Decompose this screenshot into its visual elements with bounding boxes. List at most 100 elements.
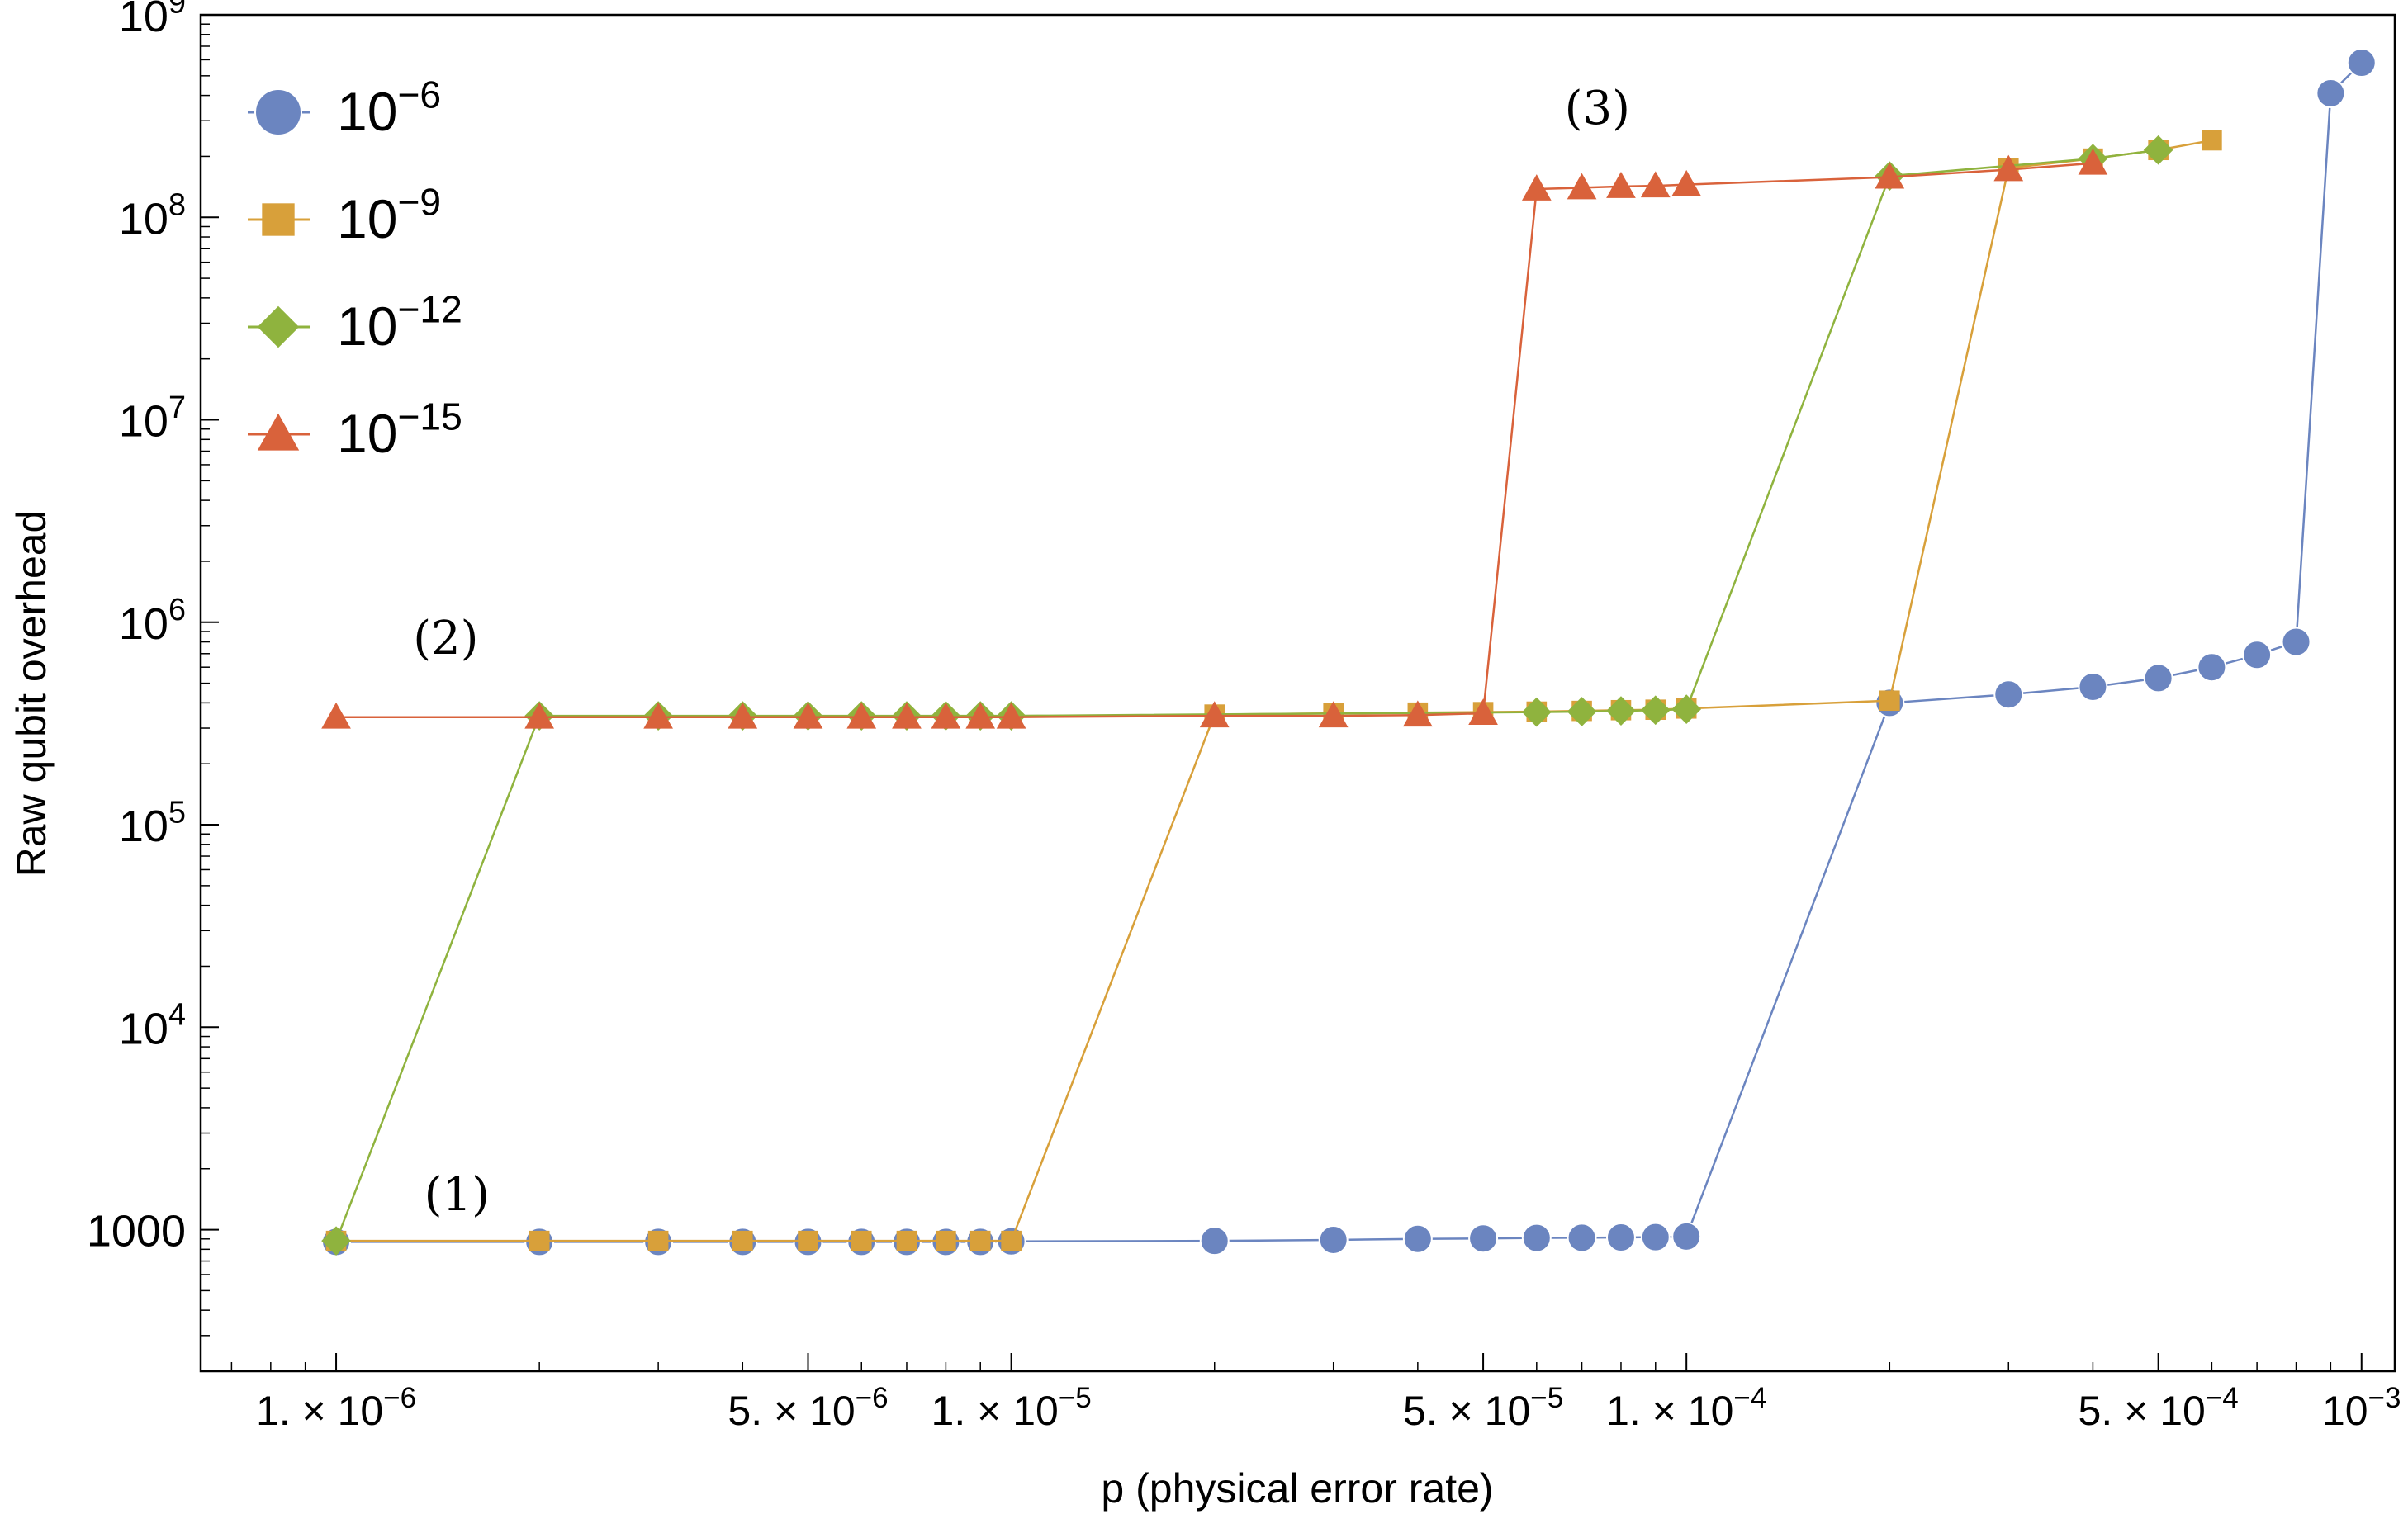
- data-point: [896, 1230, 917, 1251]
- series-circle: [321, 48, 2377, 1257]
- series-line: [336, 62, 2363, 1243]
- data-point: [1879, 690, 1900, 712]
- x-tick-label: 5. × 10−6: [728, 1382, 888, 1434]
- data-point: [1993, 679, 2024, 710]
- x-axis-label: p (physical error rate): [1101, 1465, 1493, 1512]
- legend-item: 10−6: [248, 73, 441, 142]
- x-tick-label: 1. × 10−5: [931, 1382, 1092, 1434]
- data-point: [1402, 1223, 1433, 1254]
- data-point: [1605, 1223, 1636, 1253]
- data-point: [1671, 169, 1702, 196]
- legend-label: 10−9: [337, 180, 441, 249]
- x-tick-label: 1. × 10−4: [1606, 1382, 1766, 1434]
- data-point: [1640, 171, 1671, 198]
- data-point: [2202, 130, 2222, 151]
- y-tick-label: 107: [119, 390, 186, 447]
- legend-marker: [257, 305, 300, 348]
- data-point: [2143, 135, 2173, 165]
- data-point: [1567, 697, 1597, 726]
- y-tick-label: 105: [119, 795, 186, 851]
- data-point: [1640, 695, 1671, 726]
- data-point: [1993, 154, 2024, 182]
- data-point: [931, 702, 961, 729]
- data-point: [1606, 172, 1636, 198]
- data-point: [1521, 697, 1552, 727]
- data-point: [1875, 162, 1905, 189]
- data-point: [1606, 696, 1636, 726]
- annotation-label: (3): [1565, 82, 1630, 135]
- data-point: [1671, 1221, 1702, 1251]
- data-point: [321, 702, 351, 729]
- data-point: [732, 1230, 753, 1251]
- series-line: [336, 162, 2093, 718]
- data-point: [936, 1230, 956, 1251]
- x-tick-label: 5. × 10−4: [2079, 1382, 2239, 1434]
- legend: 10−6 10−9 10−12 10−15: [248, 73, 462, 464]
- x-tick-label: 5. × 10−5: [1403, 1382, 1563, 1434]
- data-point: [321, 1226, 351, 1256]
- x-tick-label: 1. × 10−6: [256, 1382, 416, 1434]
- data-point: [1199, 701, 1230, 728]
- axis-ticks: 1000 104 105 106 107 108 109 1. × 10−6 5. × 10−6…: [87, 0, 2401, 1434]
- data-point: [1640, 1222, 1671, 1252]
- data-point: [851, 1230, 872, 1251]
- data-point: [728, 702, 758, 729]
- x-tick-label: 10−3: [2322, 1382, 2401, 1434]
- data-point: [846, 702, 877, 729]
- data-point: [892, 702, 922, 729]
- data-point: [647, 1230, 669, 1251]
- data-point: [2143, 663, 2173, 693]
- plot-frame: [199, 13, 2396, 1373]
- data-point: [529, 1230, 550, 1251]
- data-point: [2078, 148, 2108, 175]
- data-point: [2346, 48, 2377, 78]
- y-tick-label: 109: [119, 0, 186, 41]
- data-point: [2242, 640, 2273, 670]
- data-point: [996, 702, 1026, 729]
- data-point: [965, 702, 996, 729]
- data-point: [1671, 694, 1702, 724]
- data-point: [798, 1230, 818, 1251]
- data-point: [1567, 173, 1597, 200]
- data-point: [1318, 1224, 1349, 1255]
- legend-label: 10−6: [337, 73, 441, 142]
- annotations: (1) (2) (3): [413, 82, 1630, 1222]
- data-point: [524, 702, 555, 729]
- series-square: [325, 130, 2222, 1251]
- legend-marker: [254, 88, 302, 136]
- data-point: [1468, 1223, 1499, 1254]
- legend-label: 10−12: [337, 287, 462, 357]
- data-point: [2197, 652, 2227, 683]
- legend-marker: [262, 203, 295, 236]
- legend-item: 10−9: [248, 180, 441, 249]
- legend-label: 10−15: [337, 395, 462, 464]
- y-tick-label: 106: [119, 593, 186, 649]
- data-point: [2281, 627, 2311, 657]
- data-point: [793, 702, 823, 729]
- annotation-label: (1): [424, 1168, 490, 1222]
- legend-item: 10−12: [248, 287, 462, 357]
- data-point: [1521, 1223, 1552, 1253]
- y-axis-label: Raw qubit overhead: [8, 510, 55, 878]
- y-tick-label: 104: [119, 998, 186, 1054]
- y-tick-label: 1000: [87, 1207, 186, 1256]
- data-point: [1001, 1230, 1022, 1251]
- data-point: [1402, 700, 1433, 727]
- data-point: [969, 1230, 991, 1251]
- data-point: [1521, 174, 1552, 201]
- y-tick-label: 108: [119, 188, 186, 244]
- data-point: [643, 702, 673, 729]
- data-point: [1318, 701, 1349, 728]
- series-line: [336, 139, 2212, 1242]
- series-triangle: [321, 148, 2108, 729]
- legend-marker: [257, 413, 300, 451]
- data-point: [1468, 698, 1498, 726]
- data-point: [2078, 671, 2108, 702]
- legend-item: 10−15: [248, 395, 462, 464]
- annotation-label: (2): [413, 612, 478, 665]
- data-point: [1567, 1223, 1597, 1253]
- data-point: [2316, 78, 2346, 108]
- data-point: [1199, 1226, 1230, 1256]
- data-series: [321, 48, 2377, 1257]
